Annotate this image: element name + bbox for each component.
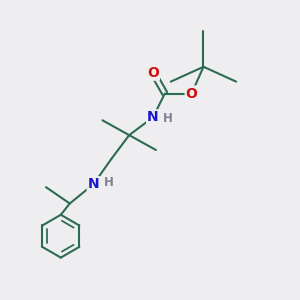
Text: N: N [147, 110, 159, 124]
Text: H: H [103, 176, 113, 189]
Text: O: O [147, 66, 159, 80]
Text: N: N [88, 177, 99, 191]
Text: H: H [163, 112, 173, 125]
Text: O: O [186, 86, 197, 100]
